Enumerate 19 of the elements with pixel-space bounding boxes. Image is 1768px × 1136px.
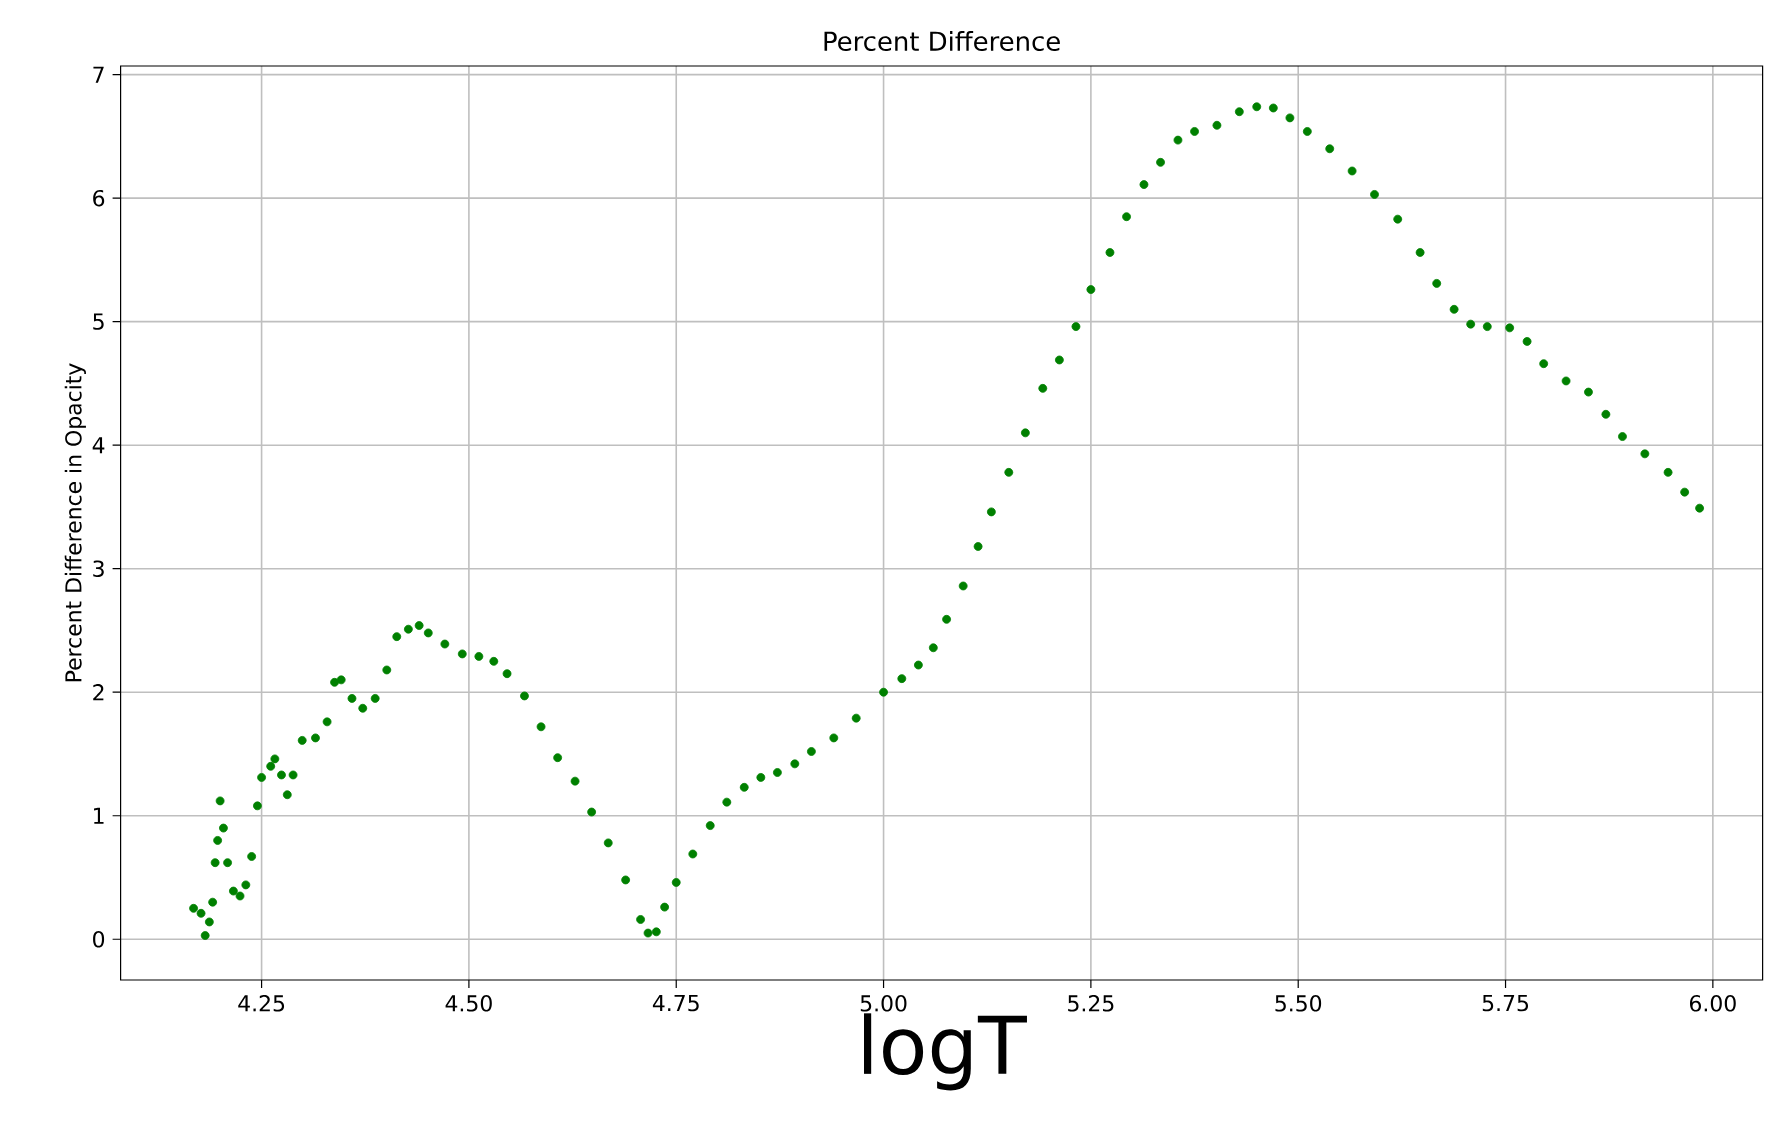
y-tick-label: 5 [93,313,104,330]
y-axis-title: Percent Difference in Opacity [64,363,86,682]
y-tick-label: 2 [93,684,104,701]
y-tick-label: 1 [94,807,104,824]
x-tick-label: 5.25 [1068,995,1114,1012]
x-tick-label: 5.00 [860,995,907,1012]
y-tick-label: 0 [93,930,105,948]
chart-title: Percent Difference [824,30,1060,52]
y-tick-label: 3 [93,560,104,577]
x-tick-label: 6.00 [1689,995,1736,1012]
y-tick-label: 7 [93,66,104,83]
y-tick-label: 4 [92,437,105,454]
x-tick-label: 5.50 [1275,995,1322,1012]
y-tick-label: 6 [93,189,105,207]
x-axis-title: logT [864,1013,1027,1091]
x-tick-label: 4.75 [652,995,699,1012]
x-tick-label: 5.75 [1482,995,1529,1012]
x-tick-label: 4.50 [445,995,492,1012]
x-tick-label: 4.25 [238,995,285,1012]
